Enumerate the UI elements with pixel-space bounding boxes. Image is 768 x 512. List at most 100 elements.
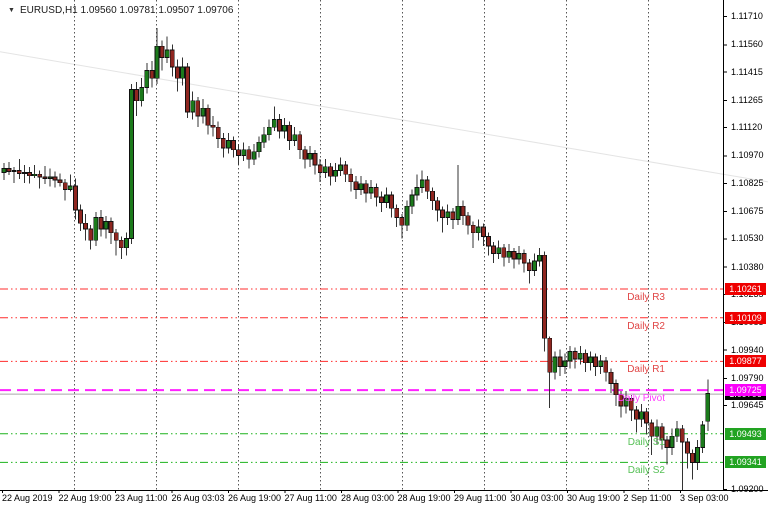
candle-bear: [613, 383, 619, 396]
candle-bull: [292, 134, 298, 141]
price-axis-label: 1.10825: [731, 177, 764, 188]
candle-bull: [251, 151, 257, 160]
candle-bear: [118, 239, 124, 249]
candle-bear: [297, 134, 303, 151]
candle-bear: [98, 217, 104, 230]
candle-bull: [225, 139, 231, 149]
candle-bear: [37, 173, 43, 178]
candle-bear: [521, 253, 527, 264]
candle-bear: [542, 254, 547, 339]
chart-header: ▼ EURUSD,H1 1.09560 1.09781 1.09507 1.09…: [8, 5, 233, 16]
candle-bear: [440, 209, 446, 219]
candle-bull: [623, 398, 629, 407]
candle-bear: [83, 222, 88, 230]
time-axis-label: 28 Aug 19:00: [397, 493, 451, 503]
candle-bull: [322, 166, 328, 173]
candle-bear: [108, 221, 114, 234]
time-axis-label: 30 Aug 03:00: [510, 493, 564, 503]
candle-bear: [62, 182, 68, 190]
candle-bear: [57, 179, 63, 184]
time-axis-label: 29 Aug 11:00: [454, 493, 507, 503]
candle-bull: [124, 237, 129, 249]
candle-bear: [215, 126, 221, 139]
candle-bear: [210, 124, 216, 128]
candle-bear: [169, 49, 175, 68]
level-label-daily-r3: Daily R3: [627, 292, 665, 304]
candle-bull: [577, 352, 583, 360]
candle-bear: [486, 236, 491, 247]
candle-bear: [16, 170, 22, 174]
candle-bear: [113, 232, 119, 241]
candle-bull: [333, 170, 338, 177]
price-axis-label: 1.11560: [731, 39, 763, 50]
time-axis-label: 22 Aug 2019: [2, 493, 53, 503]
level-badge-daily-r2: 1.10109: [725, 311, 766, 324]
price-axis-label: 1.10380: [731, 261, 764, 272]
time-axis-label: 2 Sep 11:00: [623, 493, 672, 503]
candle-bear: [88, 228, 94, 241]
candle-bull: [338, 164, 344, 171]
candle-bull: [358, 183, 364, 190]
candle-bull: [67, 185, 73, 190]
candle-bear: [6, 168, 12, 172]
level-label-daily-s2: Daily S2: [627, 465, 665, 477]
candle-bear: [394, 207, 400, 219]
candle-bear: [389, 194, 395, 209]
candle-bear: [649, 422, 655, 437]
price-axis-label: 1.09200: [731, 484, 764, 494]
candle-bear: [149, 70, 155, 79]
candle-bear: [526, 262, 532, 271]
candle-bear: [608, 371, 614, 384]
candle-bull: [419, 179, 425, 188]
price-axis-label: 1.11120: [731, 122, 763, 133]
candle-bear: [73, 185, 78, 211]
candle-bull: [200, 107, 206, 117]
candle-bull: [404, 205, 410, 226]
candle-bear: [603, 360, 609, 373]
candle-bear: [287, 124, 293, 141]
candle-bull: [1, 168, 7, 173]
candle-bull: [261, 134, 267, 143]
price-axis-label: 1.11265: [731, 94, 763, 105]
price-axis-label: 1.10675: [731, 206, 764, 217]
candle-bull: [129, 89, 134, 239]
candle-bull: [674, 428, 680, 437]
candle-bull: [47, 176, 53, 179]
level-label-daily-pivot: Daily Pivot: [617, 393, 665, 405]
candle-bear: [465, 215, 471, 226]
candle-bear: [659, 426, 665, 441]
candle-bull: [139, 87, 145, 102]
candle-bull: [93, 217, 99, 241]
candle-bull: [562, 360, 568, 367]
time-axis-label: 3 Sep 03:00: [680, 493, 729, 503]
candle-bull: [282, 124, 287, 132]
symbol-dropdown-icon[interactable]: ▼: [8, 6, 15, 14]
candle-bear: [501, 247, 507, 258]
level-badge-daily-s2: 1.09341: [725, 456, 766, 469]
candle-bull: [598, 360, 604, 367]
candle-bear: [220, 138, 226, 149]
candle-bear: [327, 166, 333, 177]
candle-bull: [705, 393, 711, 422]
candle-bull: [164, 49, 170, 58]
candle-bear: [312, 153, 318, 166]
candle-bull: [695, 447, 700, 464]
candle-bull: [654, 426, 660, 437]
level-badge-daily-r3: 1.10261: [725, 283, 766, 296]
candle-bear: [491, 245, 497, 254]
level-badge-daily-s1: 1.09493: [725, 427, 766, 440]
candle-bull: [307, 153, 313, 160]
candle-bull: [32, 173, 37, 177]
candle-bear: [547, 337, 553, 373]
candle-bear: [450, 211, 456, 220]
candle-bull: [11, 170, 17, 172]
candle-bull: [700, 424, 706, 448]
price-axis-label: 1.09645: [731, 400, 764, 411]
candle-bear: [480, 226, 486, 237]
candle-bull: [639, 411, 644, 420]
candle-bull: [588, 356, 593, 364]
candle-bull: [496, 247, 502, 254]
candle-bear: [511, 251, 517, 260]
candle-bull: [256, 141, 262, 153]
